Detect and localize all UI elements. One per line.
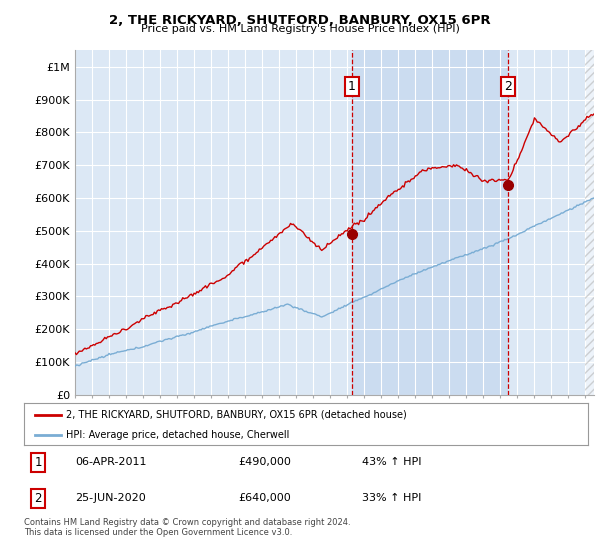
Bar: [352, 50, 508, 395]
Text: 2: 2: [34, 492, 42, 505]
Text: 1: 1: [34, 456, 42, 469]
Text: 2, THE RICKYARD, SHUTFORD, BANBURY, OX15 6PR (detached house): 2, THE RICKYARD, SHUTFORD, BANBURY, OX15…: [66, 410, 407, 420]
Text: Price paid vs. HM Land Registry's House Price Index (HPI): Price paid vs. HM Land Registry's House …: [140, 24, 460, 34]
Text: 2: 2: [504, 80, 512, 93]
Text: 33% ↑ HPI: 33% ↑ HPI: [362, 493, 422, 503]
Text: 25-JUN-2020: 25-JUN-2020: [75, 493, 146, 503]
Text: 2, THE RICKYARD, SHUTFORD, BANBURY, OX15 6PR: 2, THE RICKYARD, SHUTFORD, BANBURY, OX15…: [109, 14, 491, 27]
Bar: [586, 50, 594, 395]
Text: £490,000: £490,000: [238, 457, 291, 467]
Text: 43% ↑ HPI: 43% ↑ HPI: [362, 457, 422, 467]
Text: 1: 1: [348, 80, 356, 93]
Text: £640,000: £640,000: [238, 493, 291, 503]
Text: 06-APR-2011: 06-APR-2011: [75, 457, 146, 467]
Text: HPI: Average price, detached house, Cherwell: HPI: Average price, detached house, Cher…: [66, 430, 290, 440]
Text: Contains HM Land Registry data © Crown copyright and database right 2024.
This d: Contains HM Land Registry data © Crown c…: [24, 518, 350, 538]
